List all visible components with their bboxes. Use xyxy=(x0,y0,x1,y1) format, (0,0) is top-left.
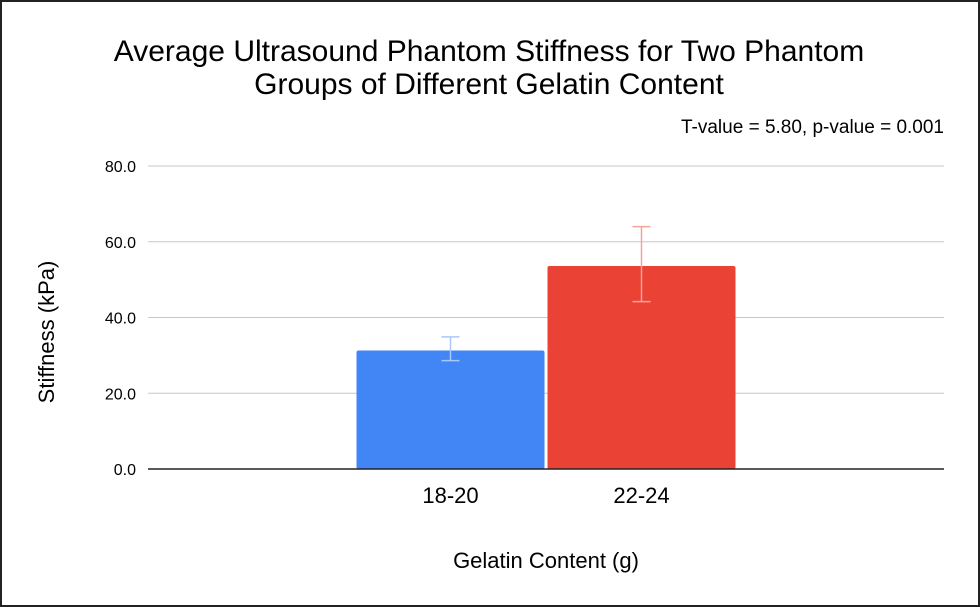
chart-title-line-1: Average Ultrasound Phantom Stiffness for… xyxy=(114,35,864,68)
stats-annotation: T-value = 5.80, p-value = 0.001 xyxy=(681,117,944,138)
y-tick-label: 60.0 xyxy=(105,235,136,252)
gridlines xyxy=(148,165,944,394)
y-tick-label: 0.0 xyxy=(114,462,136,479)
chart-title-line-2: Groups of Different Gelatin Content xyxy=(254,68,724,101)
x-category-label: 18-20 xyxy=(422,483,478,508)
bars xyxy=(356,265,736,469)
y-axis-title: Stiffness (kPa) xyxy=(34,261,59,404)
y-tick-label: 80.0 xyxy=(105,159,136,176)
y-axis-tick-labels: 0.0 20.0 40.0 60.0 80.0 xyxy=(105,159,136,479)
x-axis-category-labels: 18-20 22-24 xyxy=(422,483,669,508)
chart-title: Average Ultrasound Phantom Stiffness for… xyxy=(114,35,864,101)
y-tick-label: 40.0 xyxy=(105,311,136,328)
y-tick-label: 20.0 xyxy=(105,386,136,403)
error-bars xyxy=(441,225,651,362)
x-axis-title: Gelatin Content (g) xyxy=(453,548,639,573)
bar-22-24 xyxy=(547,265,736,469)
x-category-label: 22-24 xyxy=(613,483,669,508)
bar-18-20 xyxy=(356,350,545,469)
